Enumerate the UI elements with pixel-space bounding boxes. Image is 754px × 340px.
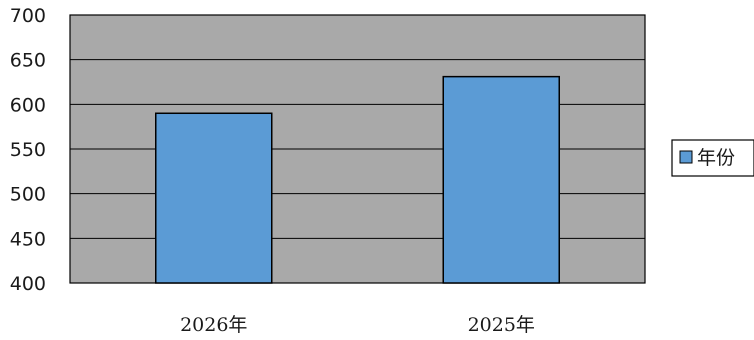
y-axis-ticks: 400 450 500 550 600 650 700 bbox=[10, 5, 46, 295]
bar bbox=[155, 112, 273, 284]
legend-label: 年份 bbox=[697, 147, 735, 169]
y-tick-label: 550 bbox=[10, 139, 46, 161]
bars bbox=[155, 75, 560, 284]
y-tick-label: 600 bbox=[10, 94, 46, 116]
y-tick-label: 400 bbox=[10, 273, 46, 295]
y-tick-label: 500 bbox=[10, 184, 46, 206]
y-tick-label: 650 bbox=[10, 50, 46, 72]
legend-marker bbox=[679, 150, 693, 164]
x-axis-labels: 2026年 2025年 bbox=[180, 314, 535, 336]
x-tick-label: 2026年 bbox=[180, 314, 247, 336]
y-tick-label: 450 bbox=[10, 228, 46, 250]
bar bbox=[442, 75, 560, 284]
x-tick-label: 2025年 bbox=[468, 314, 535, 336]
legend: 年份 bbox=[671, 139, 754, 177]
y-tick-label: 700 bbox=[10, 5, 46, 27]
